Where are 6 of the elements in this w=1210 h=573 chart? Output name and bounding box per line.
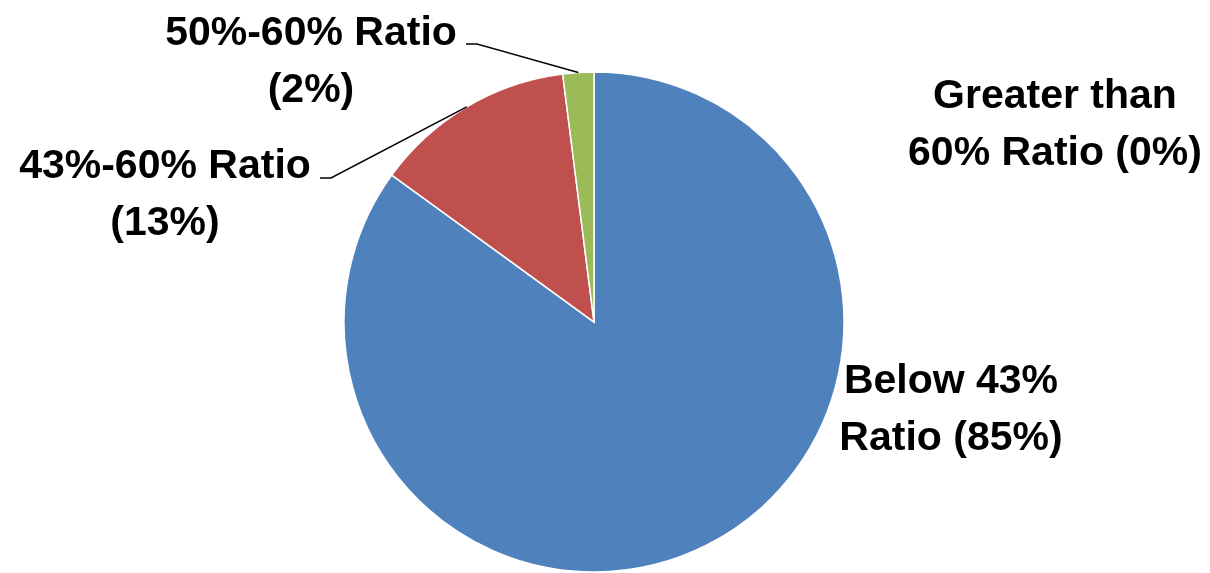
slice-label: Below 43% Ratio (85%) [839,356,1063,459]
data-label: (13%) [110,198,220,244]
slice-label: 50%-60% Ratio [165,8,457,54]
slice-label: 43%-60% Ratio [19,141,311,187]
data-label: (2%) [267,65,355,111]
category-label: Greater than 60% Ratio (0%) [908,71,1202,174]
